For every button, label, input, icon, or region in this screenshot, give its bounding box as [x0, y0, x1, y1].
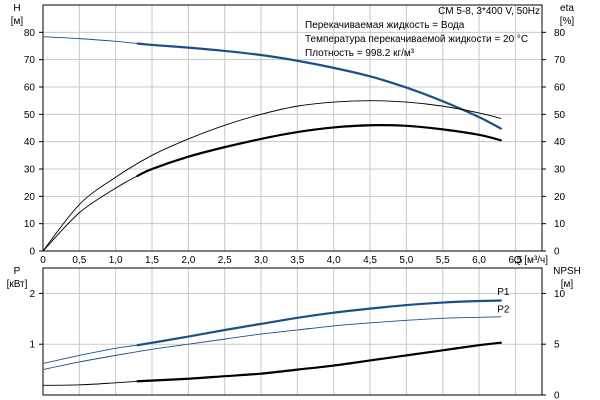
c0-ytick-label-right: 0 — [554, 247, 560, 258]
c1-series-line-1 — [136, 299, 502, 347]
c0-ytick-label-right: 60 — [554, 83, 566, 94]
c1-series-label: P1 — [497, 287, 510, 298]
c0-series-line-2 — [42, 100, 502, 252]
c1-ylabel-left-unit: [кВт] — [7, 279, 28, 290]
c1-ytick-label-right: 0 — [554, 391, 560, 400]
c1-series-line-2 — [42, 316, 502, 371]
c0-xtick-label: 2,0 — [181, 255, 195, 266]
c0-ytick-label-left: 20 — [24, 192, 36, 203]
c0-ytick-label-left: 0 — [29, 247, 35, 258]
c0-xtick-label: 1,0 — [109, 255, 123, 266]
c1-ylabel-right: NPSH — [553, 266, 581, 277]
c1-series-label: P2 — [497, 305, 510, 316]
c0-ytick-label-left: 50 — [24, 110, 36, 121]
c0-xtick-label: 3,0 — [254, 255, 268, 266]
c1-ytick-label-right: 5 — [554, 340, 560, 351]
c0-ytick-label-left: 30 — [24, 165, 36, 176]
c1-series-line-3 — [42, 380, 138, 386]
c0-ytick-label-right: 40 — [554, 137, 566, 148]
c0-xtick-label: 6,0 — [472, 255, 486, 266]
c0-ytick-label-left: 40 — [24, 137, 36, 148]
c0-ylabel-left: H — [13, 3, 20, 14]
c0-ytick-label-right: 30 — [554, 165, 566, 176]
c0-series-line-1 — [136, 42, 502, 130]
c0-ylabel-right-unit: [%] — [560, 16, 575, 27]
c1-ytick-label-left: 1 — [29, 340, 35, 351]
c0-xtick-label: 4,5 — [363, 255, 377, 266]
c0-series-line-0 — [42, 36, 138, 44]
c0-xtick-label: 3,5 — [290, 255, 304, 266]
c0-ylabel-right: eta — [560, 3, 574, 14]
c0-xtick-label: 5,0 — [399, 255, 413, 266]
c0-ytick-label-right: 70 — [554, 55, 566, 66]
c1-ytick-label-right: 10 — [554, 289, 566, 300]
c0-info-line: Перекачиваемая жидкость = Вода — [305, 20, 465, 31]
c0-ytick-label-left: 80 — [24, 28, 36, 39]
c0-ytick-label-right: 10 — [554, 219, 566, 230]
c1-series-line-0 — [42, 344, 138, 364]
c0-series-line-3 — [42, 175, 138, 252]
c0-xtick-label: 5,5 — [436, 255, 450, 266]
c1-ylabel-right-unit: [м] — [561, 279, 574, 290]
c1-ytick-label-left: 2 — [29, 289, 35, 300]
c0-ytick-label-left: 10 — [24, 219, 36, 230]
c0-ytick-label-left: 70 — [24, 55, 36, 66]
c1-ylabel-left: P — [14, 266, 21, 277]
c0-ytick-label-left: 60 — [24, 83, 36, 94]
c0-ylabel-left-unit: [м] — [11, 16, 24, 27]
c0-xtick-label: 0 — [40, 255, 46, 266]
c0-xtick-label: 4,0 — [327, 255, 341, 266]
c0-ytick-label-right: 50 — [554, 110, 566, 121]
c1-series-line-4 — [136, 341, 502, 383]
c0-info-line: Плотность = 998.2 кг/м³ — [305, 48, 415, 59]
c0-ytick-label-right: 80 — [554, 28, 566, 39]
c0-xtick-label: 2,5 — [218, 255, 232, 266]
c0-chart-title: CM 5-8, 3*400 V, 50Hz — [438, 6, 540, 17]
c0-series-line-4 — [136, 124, 502, 177]
c0-xtick-label: 1,5 — [145, 255, 159, 266]
c0-xlabel: Q [м³/ч] — [514, 255, 549, 266]
c0-ytick-label-right: 20 — [554, 192, 566, 203]
c0-plot-frame — [42, 4, 543, 252]
c0-info-line: Температура перекачиваемой жидкости = 20… — [305, 34, 528, 45]
c0-xtick-label: 6,5 — [508, 255, 522, 266]
c0-xtick-label: 0,5 — [72, 255, 86, 266]
c1-plot-frame — [42, 267, 543, 396]
